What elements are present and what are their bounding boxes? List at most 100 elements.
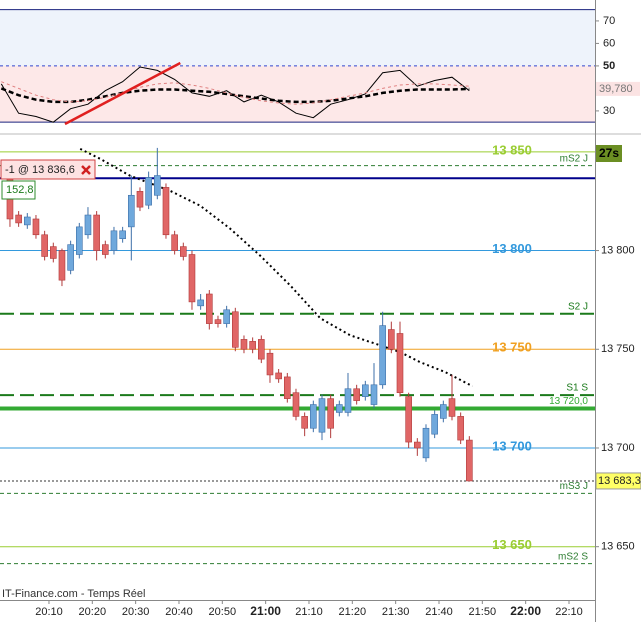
candle-body: [232, 311, 239, 348]
level-label: 13 850: [492, 142, 532, 157]
candle-body: [180, 246, 187, 257]
candle-body: [102, 244, 109, 255]
candle-body: [275, 372, 282, 380]
candle-body: [414, 441, 421, 449]
zone-upper: [0, 9, 595, 66]
y-tick-label: 70: [603, 15, 615, 27]
candle-body: [379, 325, 386, 386]
value-tag: 39,780: [599, 83, 633, 95]
timer-box: [596, 145, 622, 162]
x-tick-label: 21:10: [295, 606, 323, 618]
level-label: mS3 J: [560, 481, 588, 492]
candle-body: [58, 250, 66, 281]
x-tick-label: 22:00: [510, 604, 541, 618]
x-tick-label: 20:10: [35, 606, 63, 618]
candle-body: [370, 384, 378, 405]
candle-body: [154, 175, 161, 196]
candle-body: [206, 293, 213, 324]
level-label: mS2 S: [558, 551, 588, 562]
pnl: 152,8: [6, 184, 34, 196]
candle-body: [136, 191, 144, 208]
candle-body: [448, 398, 456, 417]
candle-body: [327, 398, 334, 429]
candle-body: [84, 214, 92, 236]
candle-body: [32, 218, 40, 236]
candle-body: [93, 214, 100, 251]
candle-body: [310, 404, 317, 429]
candle-body: [197, 299, 204, 307]
level-label: S2 J: [568, 301, 588, 312]
order-label: -1 @ 13 836,6: [5, 164, 75, 176]
level-label: 13 750: [492, 340, 532, 355]
x-tick-label: 21:40: [425, 606, 453, 618]
level-label: 13 720,0: [549, 396, 588, 407]
candle-body: [162, 187, 170, 236]
candle-body: [249, 341, 256, 350]
candle-body: [110, 230, 118, 251]
y-tick-label: 30: [603, 105, 615, 117]
level-label: S1 S: [566, 383, 588, 394]
moving-average: [79, 148, 473, 388]
order-box: [0, 159, 96, 180]
candle-body: [76, 226, 83, 255]
x-tick-label: 22:10: [555, 606, 583, 618]
level-label: mS2 J: [560, 153, 588, 164]
candle-body: [318, 398, 326, 433]
value-tag-box: [596, 81, 640, 96]
x-tick-label: 21:30: [382, 606, 410, 618]
candle-body: [145, 177, 152, 206]
oscillator-line: [1, 81, 470, 105]
pnl-box: [1, 180, 36, 200]
x-tick-label: 21:00: [250, 604, 281, 618]
candle-body: [422, 427, 430, 459]
y-tick-label: 60: [603, 37, 615, 49]
candle-body: [344, 388, 352, 413]
y-tick-label: 13 800: [601, 244, 635, 256]
candle-body: [336, 404, 343, 413]
candle-body: [301, 416, 308, 429]
candle-body: [466, 439, 473, 482]
candle-body: [292, 392, 300, 417]
candle-body: [119, 230, 126, 240]
x-tick-label: 21:50: [469, 606, 497, 618]
y-tick-label: 13 700: [601, 442, 635, 454]
y-tick-label: 50: [603, 60, 615, 72]
candle-body: [457, 416, 464, 441]
current-price-label: 13 683,3: [598, 475, 641, 487]
candle-body: [405, 396, 412, 443]
candle-body: [266, 352, 274, 376]
y-tick-label: 13 650: [601, 541, 635, 553]
zone-lower: [0, 65, 595, 123]
source: IT-Finance.com - Temps Réel: [2, 588, 145, 600]
level-label: 13 700: [492, 438, 532, 453]
x-tick-label: 20:50: [209, 606, 237, 618]
x-tick-label: 20:30: [122, 606, 150, 618]
timer: 27s: [599, 146, 619, 160]
current-price-box: [595, 472, 641, 490]
candle-body: [362, 384, 369, 397]
candle-body: [388, 329, 395, 350]
candle-body: [440, 404, 447, 419]
candle-body: [24, 216, 31, 226]
candle-body: [15, 214, 22, 224]
oscillator-line: [0, 87, 470, 104]
candle-body: [41, 234, 48, 257]
candle-body: [223, 309, 230, 324]
candle-body: [214, 319, 222, 324]
candle-body: [50, 246, 57, 259]
level-label: 13 800: [492, 241, 532, 256]
x-tick-label: 20:20: [79, 606, 107, 618]
candle-body: [171, 234, 178, 251]
order-close-icon[interactable]: [81, 165, 91, 175]
candle-body: [67, 244, 74, 271]
y-tick-label: 13 750: [601, 343, 635, 355]
candle-body: [258, 339, 265, 360]
candle-body: [396, 333, 404, 394]
oscillator-line: [64, 61, 181, 126]
candle-body: [284, 376, 291, 399]
candle-body: [128, 194, 135, 228]
candle-body: [240, 339, 248, 350]
x-tick-label: 20:40: [165, 606, 193, 618]
